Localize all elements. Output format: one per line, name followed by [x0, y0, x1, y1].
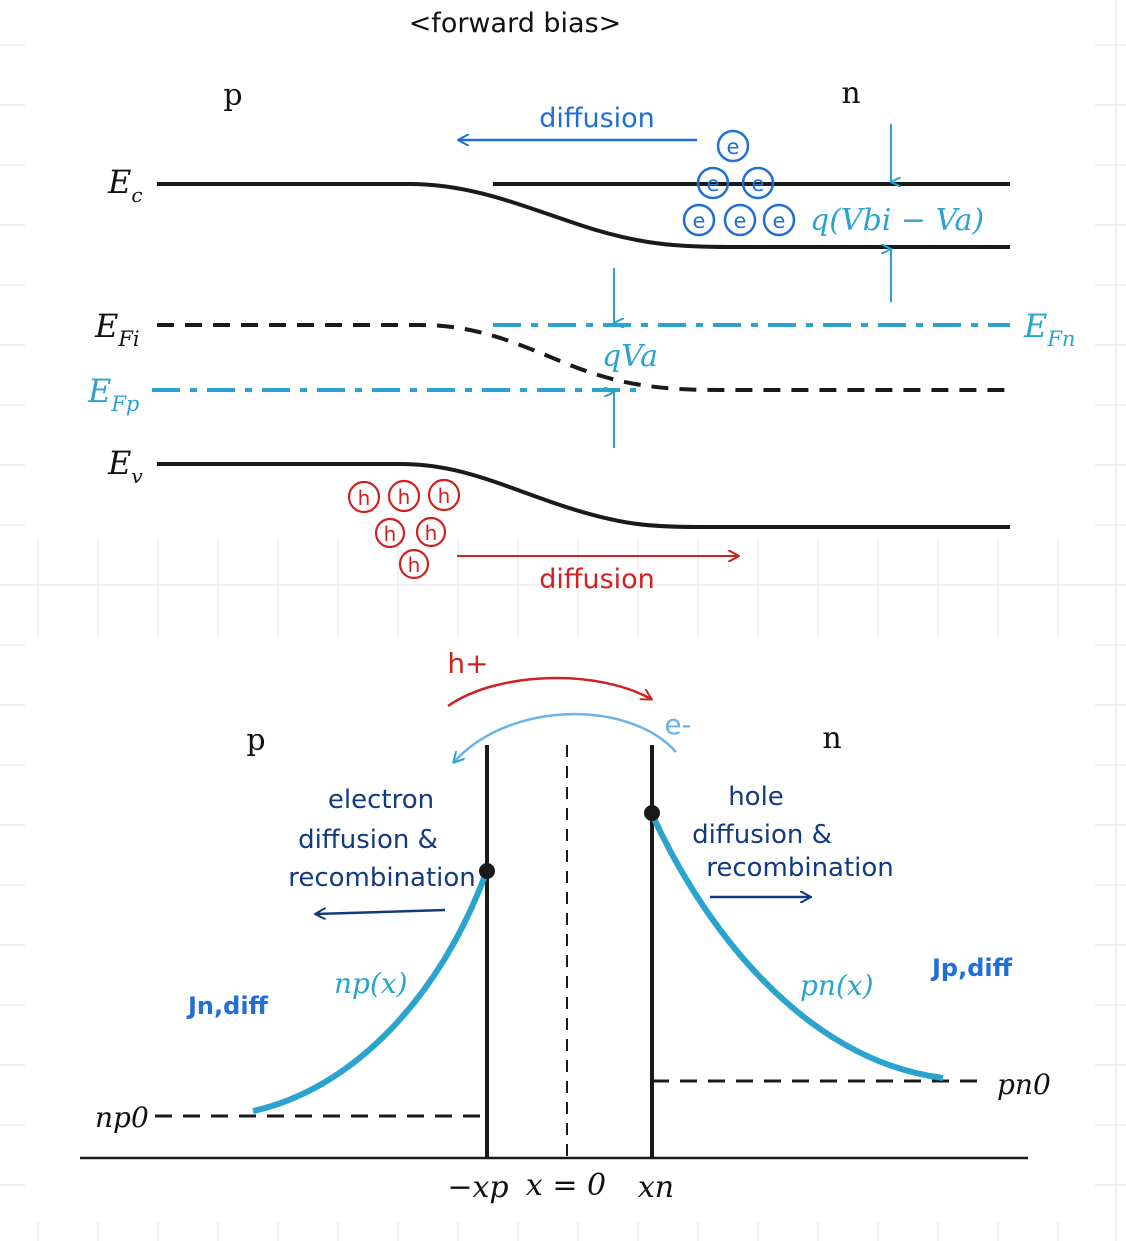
svg-text:h: h [384, 522, 397, 546]
hole-note-line1: hole [728, 782, 784, 812]
barrier-label: q(Vbi − Va) [810, 203, 984, 238]
electron-cluster: e e e e e e [682, 129, 796, 237]
hole-injection-arrow [447, 676, 651, 708]
svg-text:h: h [438, 484, 451, 508]
svg-text:h: h [408, 553, 421, 577]
ev-label: Ev [107, 444, 143, 488]
pn-curve-label: pn(x) [800, 969, 874, 1002]
n-region-label: n [841, 76, 860, 111]
n-side-label: n [822, 721, 841, 756]
diagram-title: <forward bias> [409, 8, 622, 39]
hole-icon: h [427, 478, 461, 512]
svg-text:e: e [752, 172, 765, 196]
electron-injection-arrow [454, 712, 677, 762]
efi-label: EFi [94, 307, 140, 351]
electron-icon: e [696, 166, 730, 200]
electron-note-arrow [316, 910, 446, 914]
jn-diff-label: Jn,diff [186, 992, 269, 1020]
intrinsic-fermi-level [157, 323, 1010, 392]
va-label: qVa [602, 339, 658, 374]
p-side-label: p [246, 723, 265, 758]
pn-boundary-dot [644, 805, 660, 821]
electron-icon: e [723, 203, 757, 237]
carrier-diagram: p n h+ e- np(x) pn(x) np0 pn0 Jn,diff Jp… [80, 647, 1051, 1205]
band-diagram: p n Ec EFi EFp EFn Ev q(Vbi − Va) qVa di… [87, 76, 1075, 595]
pn0-label: pn0 [997, 1068, 1051, 1101]
electron-diffusion-label: diffusion [539, 103, 655, 134]
electron-note-line2: diffusion & [298, 825, 438, 855]
efn-label: EFn [1023, 307, 1075, 351]
hole-icon: h [415, 516, 447, 548]
np-boundary-dot [479, 863, 495, 879]
electron-icon: e [741, 166, 775, 200]
conduction-band-edge-p [157, 182, 1010, 249]
valence-band-edge [157, 462, 1010, 529]
svg-text:e: e [734, 209, 747, 233]
electron-icon: e [716, 129, 750, 163]
efp-label: EFp [87, 372, 139, 416]
svg-text:e: e [727, 135, 740, 159]
hole-note-line3: recombination [706, 853, 894, 883]
electron-note-line1: electron [328, 785, 434, 815]
p-region-label: p [223, 78, 242, 113]
xn-tick-label: xn [638, 1170, 674, 1205]
electron-icon: e [762, 203, 796, 237]
hole-injection-label: h+ [447, 647, 488, 680]
electron-icon: e [682, 203, 716, 237]
svg-text:h: h [358, 486, 371, 510]
x0-tick-label: x = 0 [526, 1168, 606, 1203]
hole-icon: h [387, 479, 421, 513]
svg-text:e: e [707, 172, 720, 196]
pn-curve [649, 812, 944, 1081]
hole-diffusion-label: diffusion [539, 564, 655, 595]
svg-text:h: h [398, 485, 411, 509]
ec-label: Ec [107, 163, 143, 207]
svg-text:e: e [693, 209, 706, 233]
jp-diff-label: Jp,diff [930, 954, 1013, 982]
hole-icon: h [374, 517, 406, 549]
np-curve [252, 868, 490, 1114]
hole-note-line2: diffusion & [692, 820, 832, 850]
svg-text:h: h [425, 521, 438, 545]
xp-tick-label: −xp [447, 1170, 508, 1205]
hole-icon: h [347, 480, 381, 514]
svg-text:e: e [773, 209, 786, 233]
electron-injection-label: e- [664, 708, 691, 741]
electron-note-line3: recombination [288, 863, 476, 893]
np0-label: np0 [95, 1101, 149, 1134]
hole-cluster: h h h h h h [347, 478, 461, 580]
np-curve-label: np(x) [334, 967, 408, 1000]
hole-icon: h [398, 548, 430, 580]
